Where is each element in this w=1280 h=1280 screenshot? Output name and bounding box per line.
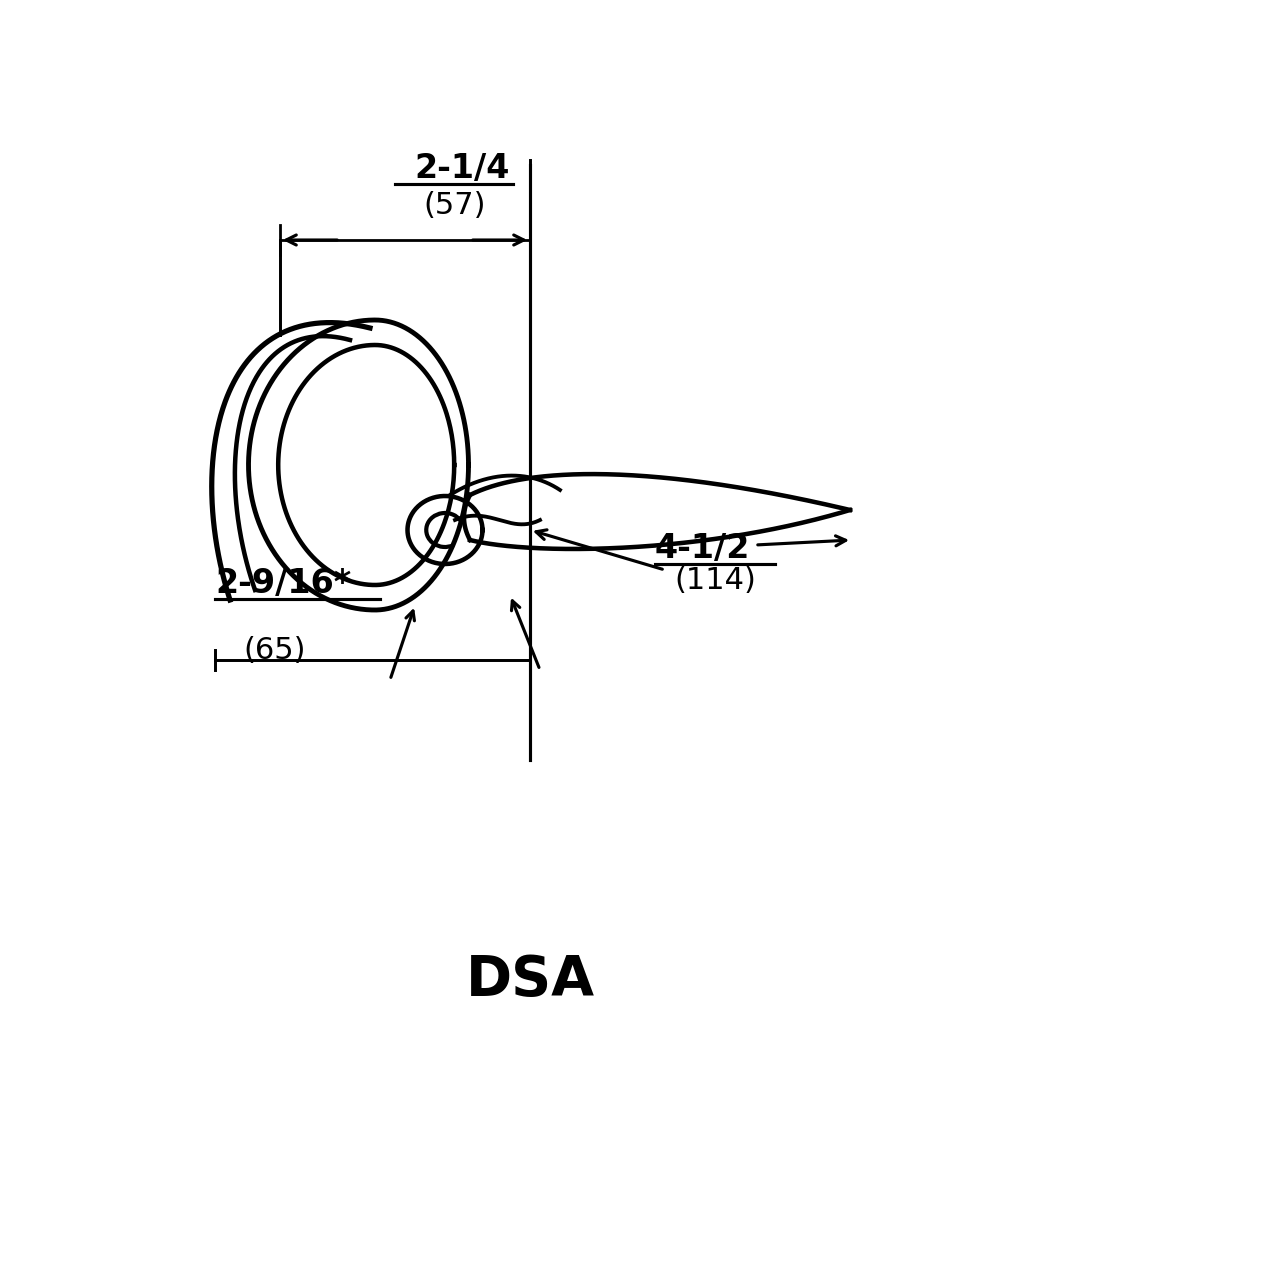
Text: 4-1/2: 4-1/2	[655, 532, 750, 564]
Text: (57): (57)	[424, 191, 486, 220]
Text: 2-9/16*: 2-9/16*	[215, 567, 351, 600]
Text: DSA: DSA	[466, 954, 595, 1007]
Text: 2-1/4: 2-1/4	[415, 152, 509, 186]
Text: (65): (65)	[243, 636, 306, 666]
Text: (114): (114)	[675, 566, 756, 595]
